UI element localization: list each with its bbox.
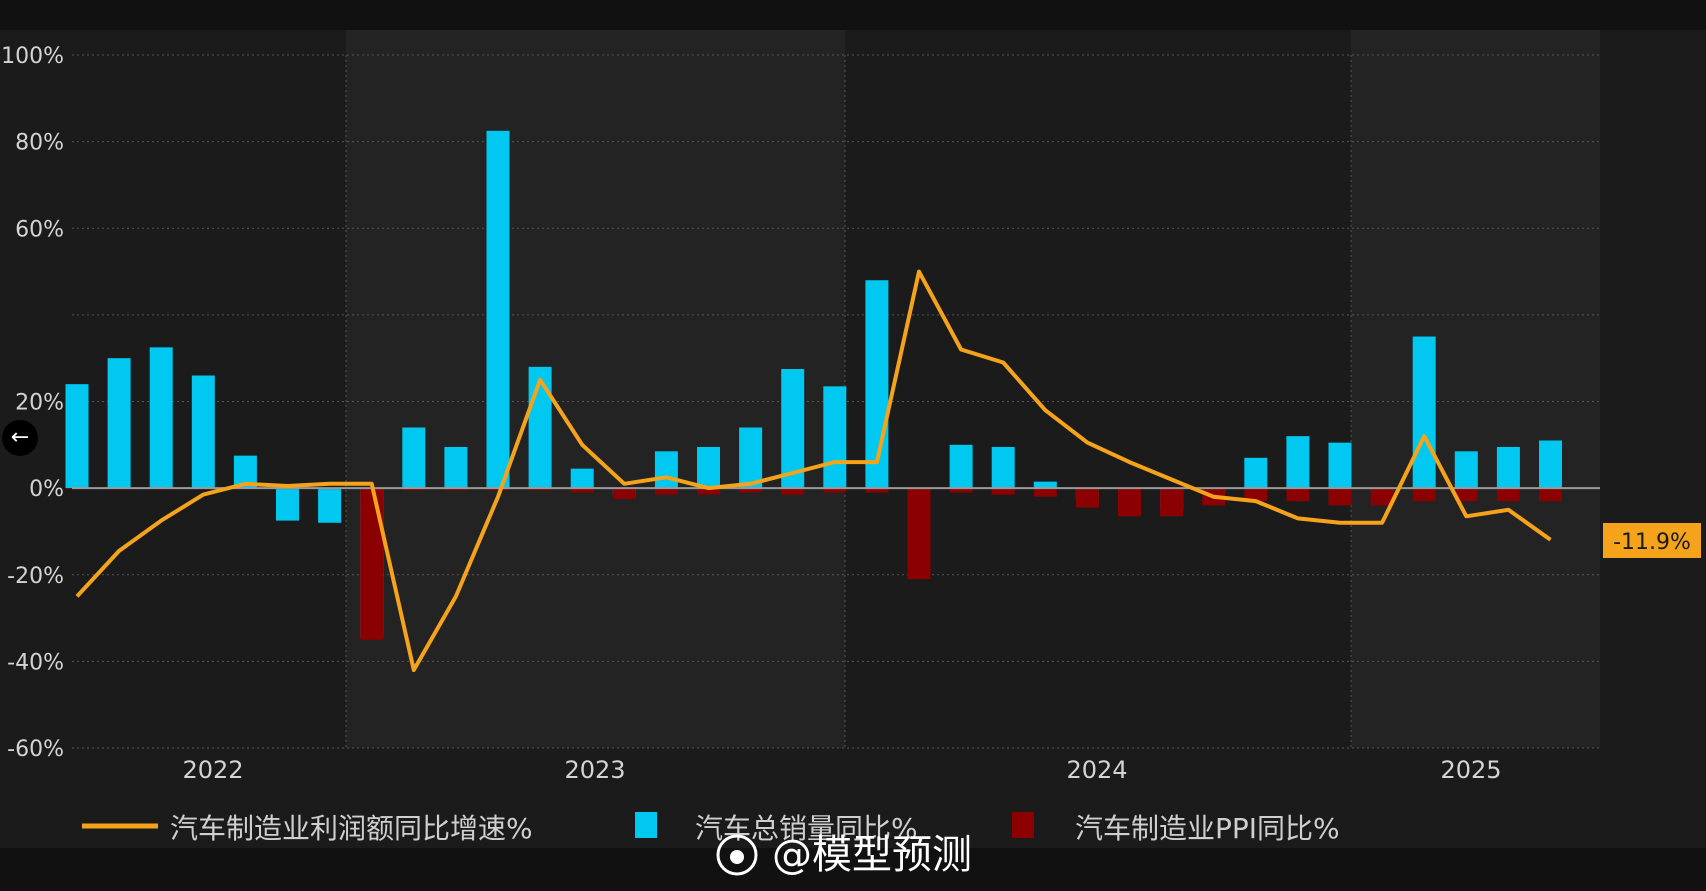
legend-sales-label: 汽车总销量同比% xyxy=(695,812,918,845)
bars-ppi-bar-33 xyxy=(1454,488,1478,502)
x-year-label-2022: 2022 xyxy=(182,756,243,784)
bars-ppi-bar-13 xyxy=(612,488,636,499)
bars-sales-bar-9 xyxy=(444,446,468,489)
bars-sales-bar-23 xyxy=(1033,481,1057,489)
y-tick-label: 80% xyxy=(15,131,64,156)
ppi-bars xyxy=(65,488,1562,640)
bars-ppi-bar-14 xyxy=(654,488,678,495)
bars-sales-bar-18 xyxy=(823,386,847,489)
year-band-0 xyxy=(346,30,845,748)
bars-sales-bar-16 xyxy=(739,427,763,489)
x-year-label-2024: 2024 xyxy=(1066,756,1127,784)
profit-series-line xyxy=(75,269,1552,672)
bars-sales-bar-29 xyxy=(1286,436,1310,489)
bars-ppi-bar-26 xyxy=(1160,488,1184,517)
legend-ppi-label: 汽车制造业PPI同比% xyxy=(1075,812,1340,845)
bars-sales-bar-35 xyxy=(1539,440,1562,489)
x-year-label-2023: 2023 xyxy=(564,756,625,784)
bars-ppi-bar-12 xyxy=(570,488,594,493)
back-arrow-icon[interactable]: ← xyxy=(2,420,38,456)
bars-sales-bar-30 xyxy=(1328,442,1352,489)
bars-ppi-bar-35 xyxy=(1539,488,1562,502)
watermark: @模型预测 xyxy=(716,832,972,878)
bars-ppi-bar-23 xyxy=(1033,488,1057,497)
bars-ppi-bar-29 xyxy=(1286,488,1310,502)
legend: 汽车制造业利润额同比增速% 汽车总销量同比% 汽车制造业PPI同比% xyxy=(82,812,1340,845)
x-axis-year-labels: 2022 2023 2024 2025 xyxy=(182,756,1501,784)
year-band-1 xyxy=(1351,30,1600,748)
bars-ppi-bar-9 xyxy=(444,488,468,491)
bars-ppi-bar-31 xyxy=(1370,488,1394,506)
bars-ppi-bar-18 xyxy=(823,488,847,493)
legend-ppi-swatch xyxy=(1012,812,1034,838)
bars-sales-bar-4 xyxy=(233,455,257,489)
y-tick-label: 60% xyxy=(15,217,64,242)
weibo-logo-eye-icon xyxy=(730,850,744,864)
bars-ppi-bar-16 xyxy=(739,488,763,493)
bars-ppi-bar-19 xyxy=(865,488,889,493)
bars-sales-bar-8 xyxy=(402,427,426,489)
y-tick-label: 0% xyxy=(29,477,64,502)
end-value-label: -11.9% xyxy=(1603,523,1701,558)
bars-sales-bar-6 xyxy=(318,488,342,523)
weibo-logo-icon xyxy=(716,834,758,876)
bars-sales-bar-33 xyxy=(1454,451,1478,489)
bars-sales-bar-2 xyxy=(149,347,173,489)
y-tick-label: 100% xyxy=(1,44,64,69)
bars-ppi-bar-25 xyxy=(1118,488,1141,517)
bars-sales-bar-15 xyxy=(697,446,720,489)
bars-sales-bar-21 xyxy=(949,444,973,489)
bars-ppi-bar-11 xyxy=(528,488,552,491)
bars-ppi-bar-22 xyxy=(991,488,1015,495)
bars-sales-bar-32 xyxy=(1412,336,1436,489)
bars-sales-bar-12 xyxy=(570,468,594,489)
bars-ppi-bar-21 xyxy=(949,488,973,493)
bars-sales-bar-10 xyxy=(486,130,510,489)
bars-sales-bar-1 xyxy=(107,358,131,489)
bars-sales-bar-0 xyxy=(65,384,89,489)
watermark-text: @模型预测 xyxy=(772,832,972,878)
y-tick-label: 20% xyxy=(15,391,64,416)
year-bands xyxy=(346,30,1600,748)
bars-sales-bar-5 xyxy=(276,488,299,521)
bars-ppi-bar-15 xyxy=(697,488,720,495)
legend-sales-swatch xyxy=(635,812,657,838)
bars-sales-bar-22 xyxy=(991,446,1015,489)
legend-profit-label: 汽车制造业利润额同比增速% xyxy=(170,812,533,845)
y-axis-ticks: -60% -40% -20% 0% 20% 60% 80% 100% xyxy=(1,44,64,762)
end-value-label-text: -11.9% xyxy=(1613,530,1691,555)
bars-ppi-bar-32 xyxy=(1412,488,1436,502)
bars-ppi-bar-28 xyxy=(1244,488,1268,502)
y-tick-label: -60% xyxy=(7,737,64,762)
bars-sales-bar-14 xyxy=(654,451,678,489)
bars-ppi-bar-8 xyxy=(402,488,426,491)
bars-ppi-bar-34 xyxy=(1496,488,1520,502)
y-tick-label: -20% xyxy=(7,564,64,589)
bars-sales-bar-3 xyxy=(191,375,215,489)
bars-ppi-bar-24 xyxy=(1075,488,1099,508)
bars-sales-bar-28 xyxy=(1244,457,1268,489)
bars-sales-bar-34 xyxy=(1496,446,1520,489)
bars-ppi-bar-10 xyxy=(486,488,510,491)
bars-ppi-bar-20 xyxy=(907,488,931,580)
x-year-label-2025: 2025 xyxy=(1440,756,1501,784)
end-value-label-background xyxy=(1603,523,1701,558)
bars-ppi-bar-30 xyxy=(1328,488,1352,506)
bars-ppi-bar-7 xyxy=(360,488,384,640)
y-tick-label: -40% xyxy=(7,650,64,675)
bars-ppi-bar-17 xyxy=(781,488,805,495)
bars-sales-bar-17 xyxy=(781,369,805,489)
